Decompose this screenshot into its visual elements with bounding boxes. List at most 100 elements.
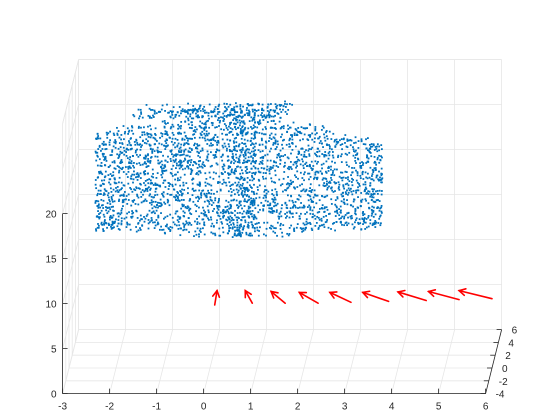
point-cloud-point: [167, 188, 170, 190]
point-cloud-point: [334, 215, 337, 217]
point-cloud-point: [340, 209, 342, 212]
point-cloud-point: [195, 115, 198, 118]
point-cloud-point: [182, 181, 185, 184]
point-cloud-point: [235, 123, 237, 125]
point-cloud-point: [302, 206, 305, 209]
point-cloud-point: [362, 223, 364, 226]
point-cloud-point: [145, 155, 148, 158]
point-cloud-point: [172, 221, 175, 224]
point-cloud-point: [184, 134, 187, 137]
point-cloud-point: [205, 214, 208, 217]
point-cloud-point: [202, 227, 204, 230]
point-cloud-point: [184, 223, 187, 226]
point-cloud-point: [311, 169, 314, 171]
point-cloud-point: [241, 126, 244, 129]
point-cloud-point: [326, 180, 328, 183]
point-cloud-point: [135, 153, 138, 156]
point-cloud-point: [181, 188, 183, 191]
point-cloud-point: [300, 126, 303, 129]
point-cloud-point: [380, 222, 382, 225]
point-cloud-point: [253, 199, 256, 202]
point-cloud-point: [277, 113, 280, 115]
point-cloud-point: [291, 199, 294, 202]
point-cloud-point: [229, 227, 232, 229]
point-cloud-point: [216, 136, 219, 138]
point-cloud-point: [164, 122, 167, 125]
point-cloud-point: [134, 149, 137, 152]
point-cloud-point: [216, 211, 218, 214]
point-cloud-point: [374, 220, 377, 222]
point-cloud-point: [157, 222, 160, 225]
point-cloud-point: [210, 111, 213, 114]
point-cloud-point: [300, 147, 303, 150]
point-cloud-point: [230, 130, 233, 133]
point-cloud-point: [212, 201, 215, 204]
point-cloud-point: [251, 172, 254, 175]
point-cloud-point: [154, 127, 157, 130]
point-cloud-point: [292, 205, 295, 208]
point-cloud-point: [307, 149, 310, 152]
point-cloud-point: [240, 233, 242, 236]
point-cloud-point: [378, 217, 381, 220]
point-cloud-point: [360, 201, 363, 203]
point-cloud-point: [110, 197, 113, 200]
point-cloud-point: [204, 194, 207, 197]
point-cloud-point: [150, 203, 153, 206]
point-cloud-point: [211, 222, 214, 225]
point-cloud-point: [364, 186, 367, 189]
point-cloud-point: [185, 142, 188, 144]
point-cloud-point: [268, 137, 271, 139]
point-cloud-point: [146, 133, 149, 136]
point-cloud-point: [236, 183, 239, 186]
point-cloud-point: [133, 188, 136, 191]
point-cloud-point: [190, 168, 192, 171]
point-cloud-point: [139, 227, 141, 229]
x-tick-label: 0: [201, 402, 207, 413]
point-cloud-point: [300, 153, 303, 156]
point-cloud-point: [264, 147, 267, 149]
point-cloud-point: [114, 146, 117, 149]
point-cloud-point: [272, 142, 275, 144]
point-cloud-point: [284, 213, 287, 215]
point-cloud-point: [180, 109, 183, 112]
point-cloud-point: [232, 219, 235, 221]
point-cloud-point: [343, 203, 346, 205]
point-cloud-point: [172, 133, 175, 136]
point-cloud-point: [198, 165, 201, 168]
point-cloud-point: [364, 181, 367, 183]
point-cloud-point: [309, 212, 312, 215]
point-cloud-point: [243, 128, 246, 131]
point-cloud-point: [192, 108, 195, 111]
point-cloud-point: [250, 199, 253, 202]
point-cloud-point: [195, 196, 198, 199]
point-cloud-point: [99, 184, 102, 187]
point-cloud-point: [236, 224, 239, 227]
point-cloud-point: [372, 196, 375, 199]
point-cloud-point: [103, 223, 106, 226]
point-cloud-point: [247, 104, 250, 107]
point-cloud-point: [301, 177, 304, 179]
point-cloud-point: [371, 178, 374, 181]
point-cloud-point: [167, 144, 169, 147]
point-cloud-point: [339, 171, 342, 174]
point-cloud-point: [355, 189, 357, 192]
point-cloud-point: [164, 132, 167, 135]
point-cloud-point: [229, 173, 232, 176]
point-cloud-point: [250, 126, 252, 128]
point-cloud-point: [131, 147, 133, 150]
point-cloud-point: [201, 166, 204, 169]
point-cloud-point: [121, 166, 124, 169]
point-cloud-point: [330, 187, 332, 190]
point-cloud-point: [214, 126, 217, 129]
point-cloud-point: [359, 175, 362, 177]
point-cloud-point: [225, 149, 228, 152]
point-cloud-point: [279, 159, 282, 162]
point-cloud-point: [248, 171, 251, 174]
point-cloud-point: [226, 138, 229, 141]
point-cloud-point: [183, 149, 186, 152]
point-cloud-point: [289, 211, 292, 214]
point-cloud-point: [293, 186, 295, 189]
point-cloud-point: [210, 144, 213, 147]
point-cloud-point: [140, 111, 142, 114]
point-cloud-point: [113, 167, 116, 170]
